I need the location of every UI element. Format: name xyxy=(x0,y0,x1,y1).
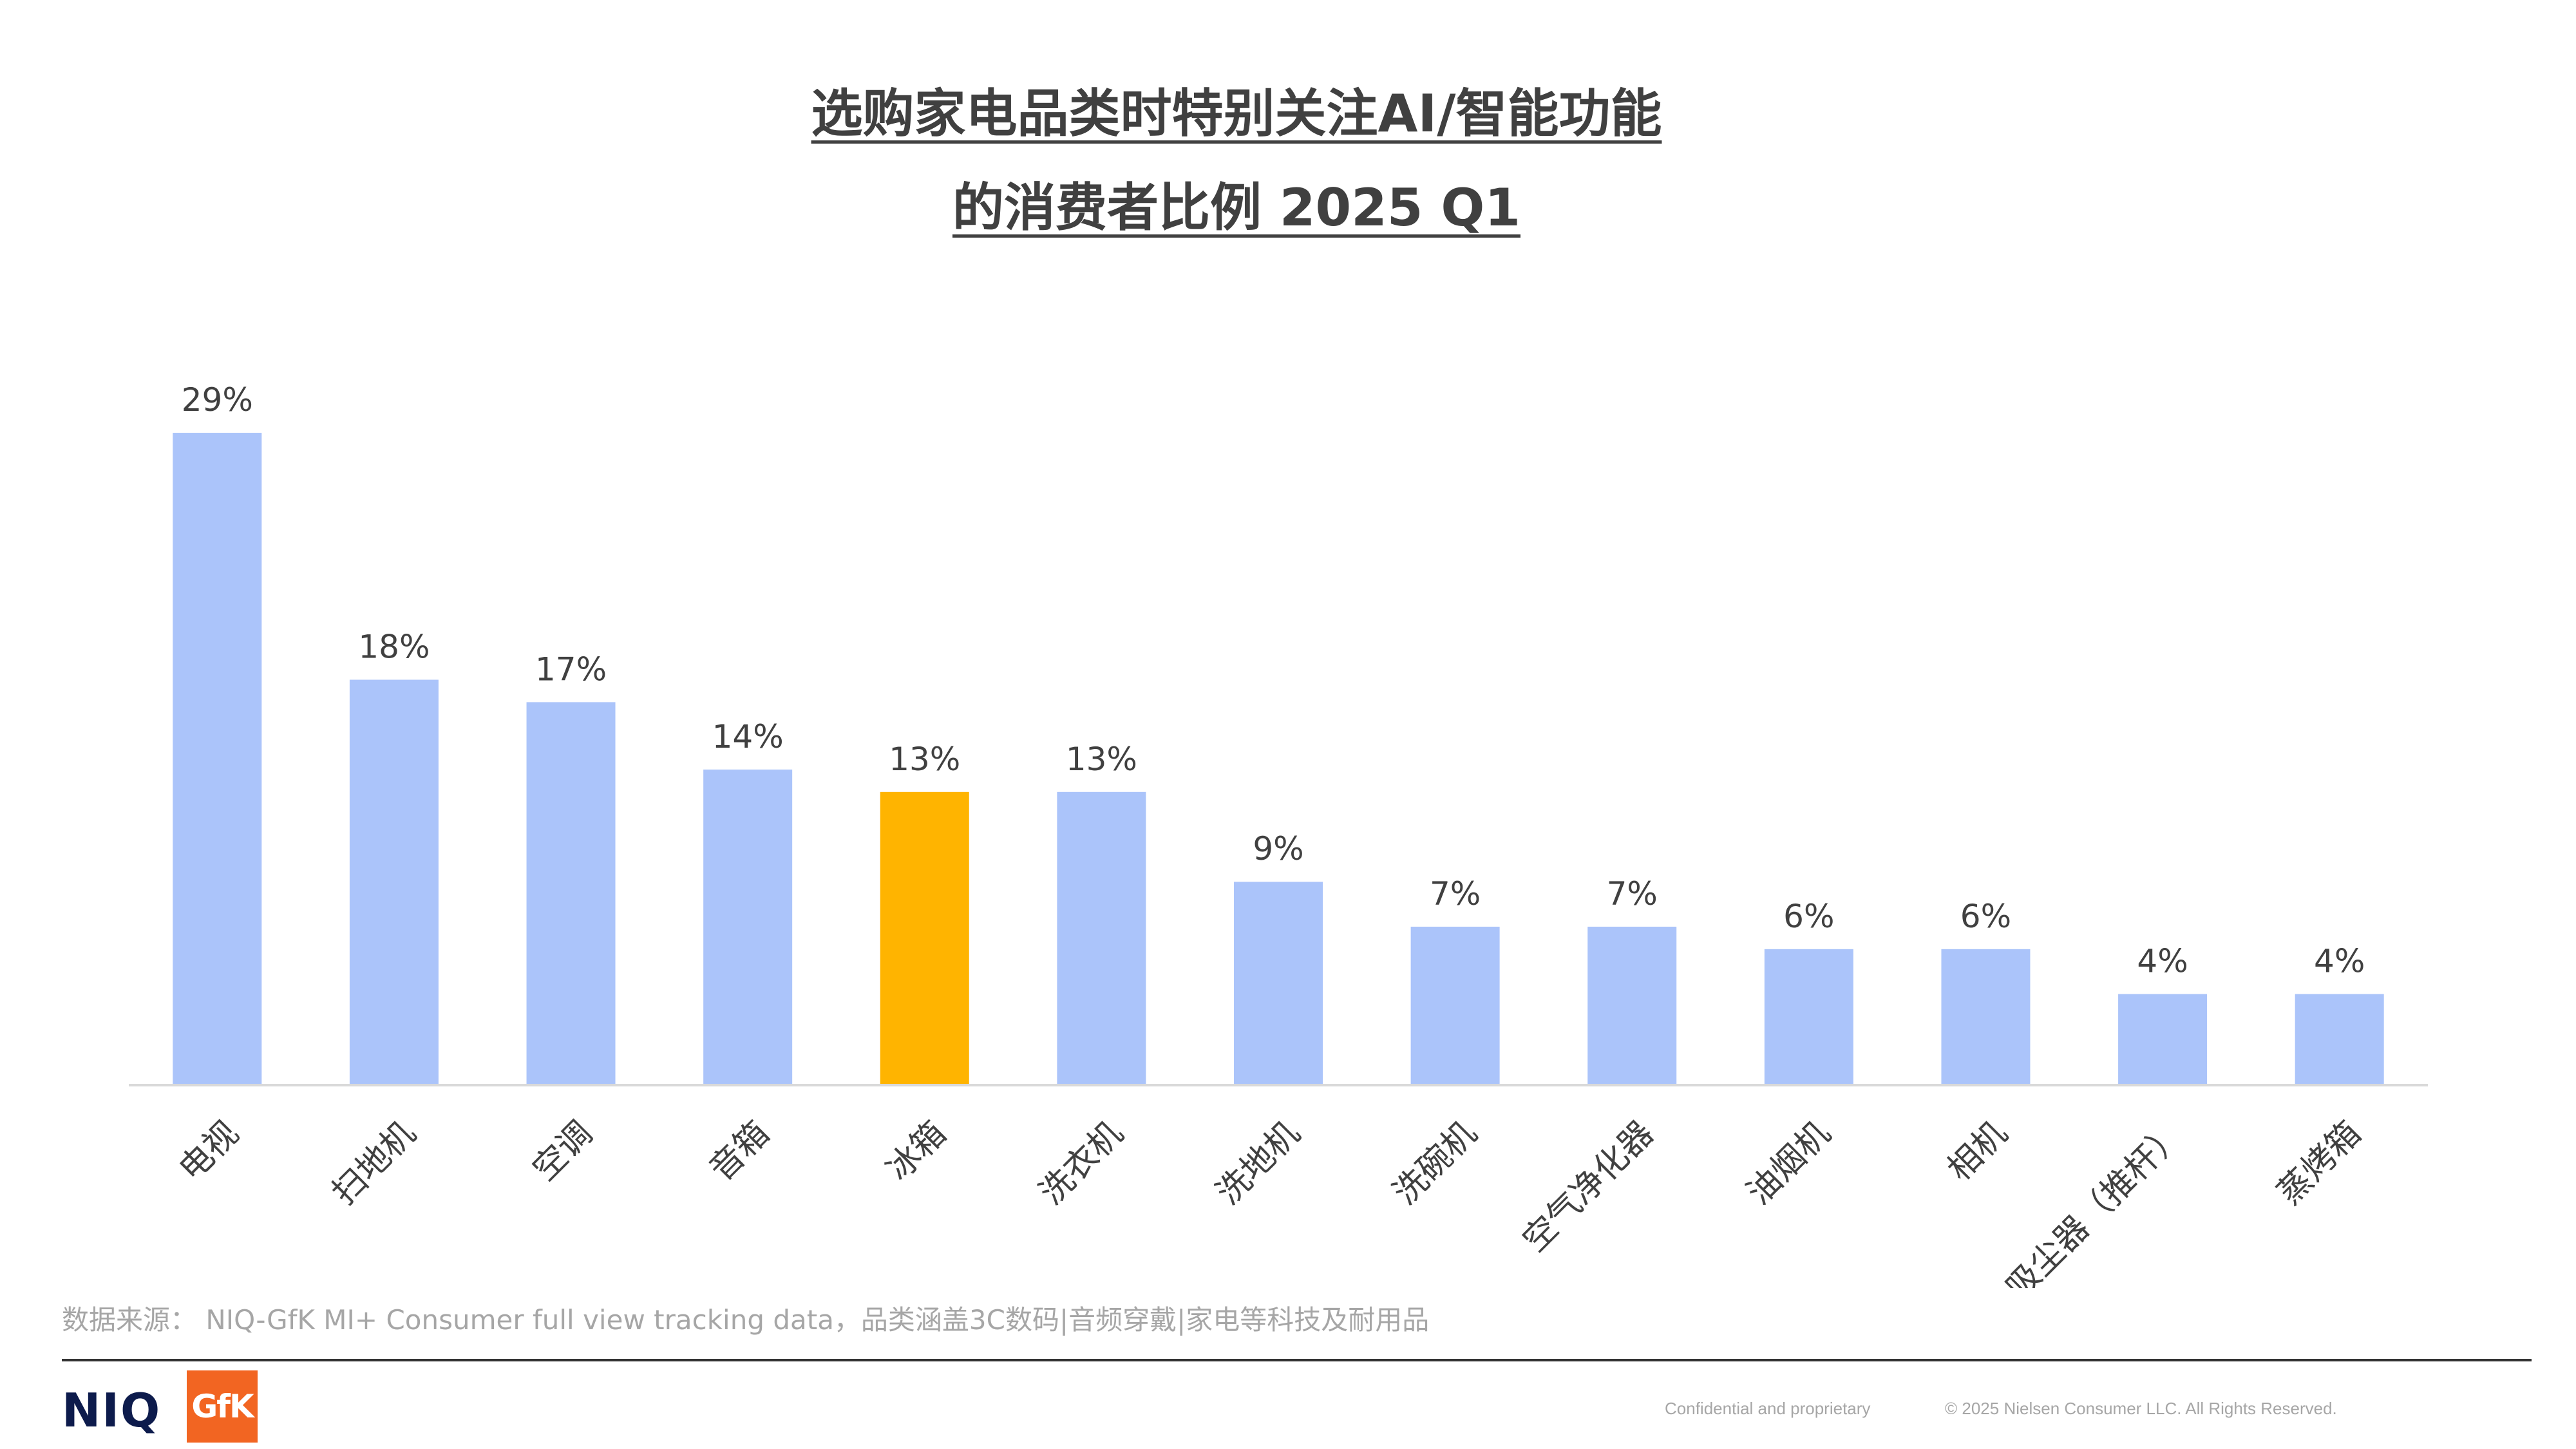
bar xyxy=(2295,994,2384,1084)
category-label: 冰箱 xyxy=(879,1114,954,1189)
category-label: 吸尘器（推杆） xyxy=(1998,1114,2192,1288)
bar xyxy=(2118,994,2208,1084)
category-label: 油烟机 xyxy=(1739,1114,1838,1213)
category-label: 洗地机 xyxy=(1209,1114,1307,1213)
data-label: 14% xyxy=(712,718,784,755)
bar xyxy=(1587,926,1677,1084)
data-source-note: 数据来源： NIQ-GfK MI+ Consumer full view tra… xyxy=(62,1304,1430,1336)
niq-logo: NIQ xyxy=(62,1383,162,1437)
bar xyxy=(1410,926,1500,1084)
data-label: 13% xyxy=(1066,741,1137,778)
chart-title-line-1: 选购家电品类时特别关注AI/智能功能 xyxy=(811,84,1662,144)
bar xyxy=(1764,949,1853,1084)
category-label: 扫地机 xyxy=(325,1114,423,1213)
category-label: 洗碗机 xyxy=(1386,1114,1484,1213)
category-label: 相机 xyxy=(1940,1114,2015,1189)
category-label: 洗衣机 xyxy=(1032,1114,1131,1213)
data-label: 7% xyxy=(1607,875,1658,913)
bar xyxy=(880,791,969,1084)
category-label: 空气净化器 xyxy=(1515,1114,1661,1260)
bar-chart: 29% 电视 18% 扫地机 17% 空调 14% 音箱 13% 冰箱 13% 洗衣机 9% 洗地机 7% 洗… xyxy=(129,381,2428,1288)
data-label: 7% xyxy=(1430,875,1481,913)
bar xyxy=(349,679,439,1084)
data-label: 17% xyxy=(535,650,607,688)
data-label: 4% xyxy=(2314,943,2365,980)
footer-divider xyxy=(62,1359,2532,1361)
bar xyxy=(1941,949,2031,1084)
bar xyxy=(1057,791,1146,1084)
category-label: 蒸烤箱 xyxy=(2270,1114,2369,1213)
category-label: 电视 xyxy=(172,1114,247,1189)
category-label: 空调 xyxy=(526,1114,600,1189)
data-label: 18% xyxy=(358,628,430,665)
bar xyxy=(173,433,262,1084)
bar xyxy=(526,702,616,1084)
confidential-note: Confidential and proprietary xyxy=(1665,1399,1871,1418)
data-label: 29% xyxy=(182,381,253,419)
data-label: 6% xyxy=(1783,898,1834,935)
gfk-logo: GfK xyxy=(187,1370,258,1443)
copyright-note: © 2025 Nielsen Consumer LLC. All Rights … xyxy=(1945,1399,2337,1418)
bar xyxy=(703,769,793,1084)
data-label: 6% xyxy=(1960,898,2011,935)
data-label: 4% xyxy=(2137,943,2188,980)
data-label: 13% xyxy=(889,741,960,778)
chart-title-line-2: 的消费者比例 2025 Q1 xyxy=(952,178,1521,238)
bar xyxy=(1234,882,1323,1084)
category-label: 音箱 xyxy=(702,1114,777,1189)
data-label: 9% xyxy=(1253,830,1303,867)
